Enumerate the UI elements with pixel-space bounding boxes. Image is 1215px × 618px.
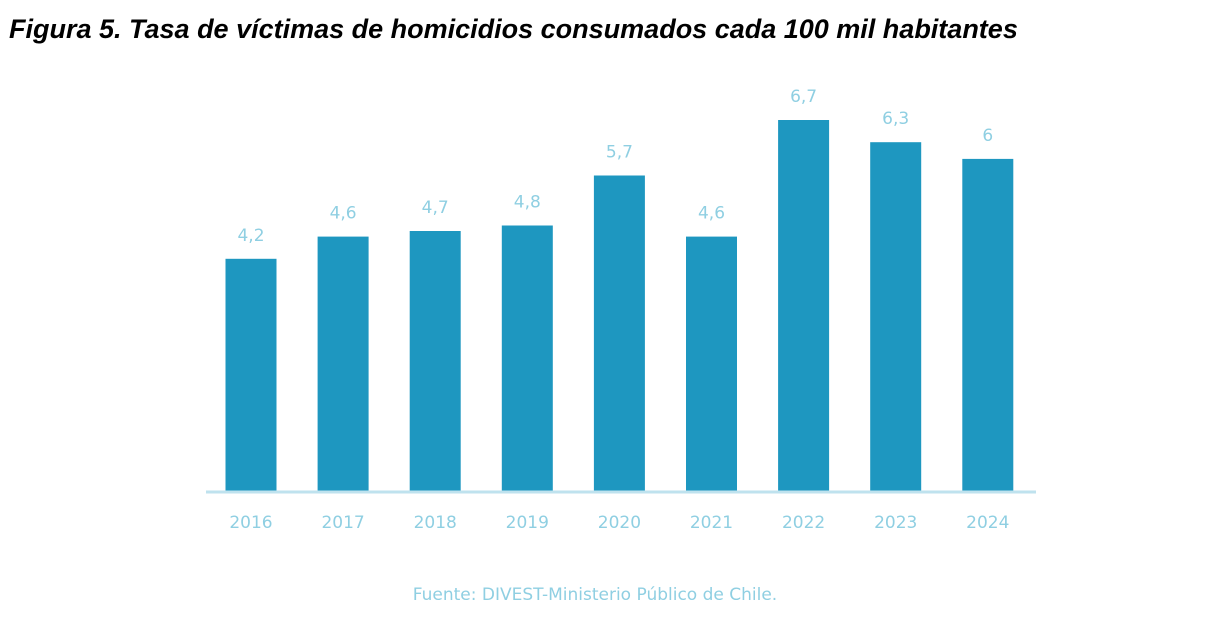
- tick-label-group: 2016 2017 2018 2019 2020 2021 2022 2023 2024: [229, 513, 1009, 533]
- x-tick-label-2023: 2023: [874, 513, 917, 533]
- value-label-2023: 6,3: [882, 109, 909, 129]
- x-tick-label-2020: 2020: [598, 513, 641, 533]
- value-label-2024: 6: [982, 126, 993, 146]
- bar-2019: [501, 225, 553, 492]
- value-label-group: 4,2 4,6 4,7 4,8 5,7 4,6 6,7 6,3 6: [237, 87, 993, 246]
- value-label-2017: 4,6: [330, 204, 357, 224]
- source-note: Fuente: DIVEST-Ministerio Público de Chi…: [413, 585, 777, 605]
- value-label-2021: 4,6: [698, 204, 725, 224]
- value-label-2018: 4,7: [422, 198, 449, 218]
- figure-title: Figura 5. Tasa de víctimas de homicidios…: [9, 14, 1018, 44]
- value-label-2019: 4,8: [514, 193, 541, 213]
- x-tick-label-2019: 2019: [506, 513, 549, 533]
- bar-2024: [962, 158, 1014, 492]
- bar-2017: [317, 236, 369, 492]
- value-label-2016: 4,2: [237, 226, 264, 246]
- bar-group: [225, 120, 1014, 492]
- x-tick-label-2017: 2017: [321, 513, 364, 533]
- bar-2023: [870, 142, 922, 492]
- x-tick-label-2024: 2024: [966, 513, 1009, 533]
- bar-2016: [225, 258, 277, 492]
- bar-2021: [686, 236, 737, 492]
- value-label-2022: 6,7: [790, 87, 817, 107]
- value-label-2020: 5,7: [606, 143, 633, 163]
- bar-2022: [778, 120, 830, 492]
- x-tick-label-2022: 2022: [782, 513, 825, 533]
- bar-2020: [593, 175, 645, 492]
- x-tick-label-2021: 2021: [690, 513, 733, 533]
- x-tick-label-2016: 2016: [229, 513, 272, 533]
- x-tick-label-2018: 2018: [414, 513, 457, 533]
- bar-2018: [409, 231, 461, 492]
